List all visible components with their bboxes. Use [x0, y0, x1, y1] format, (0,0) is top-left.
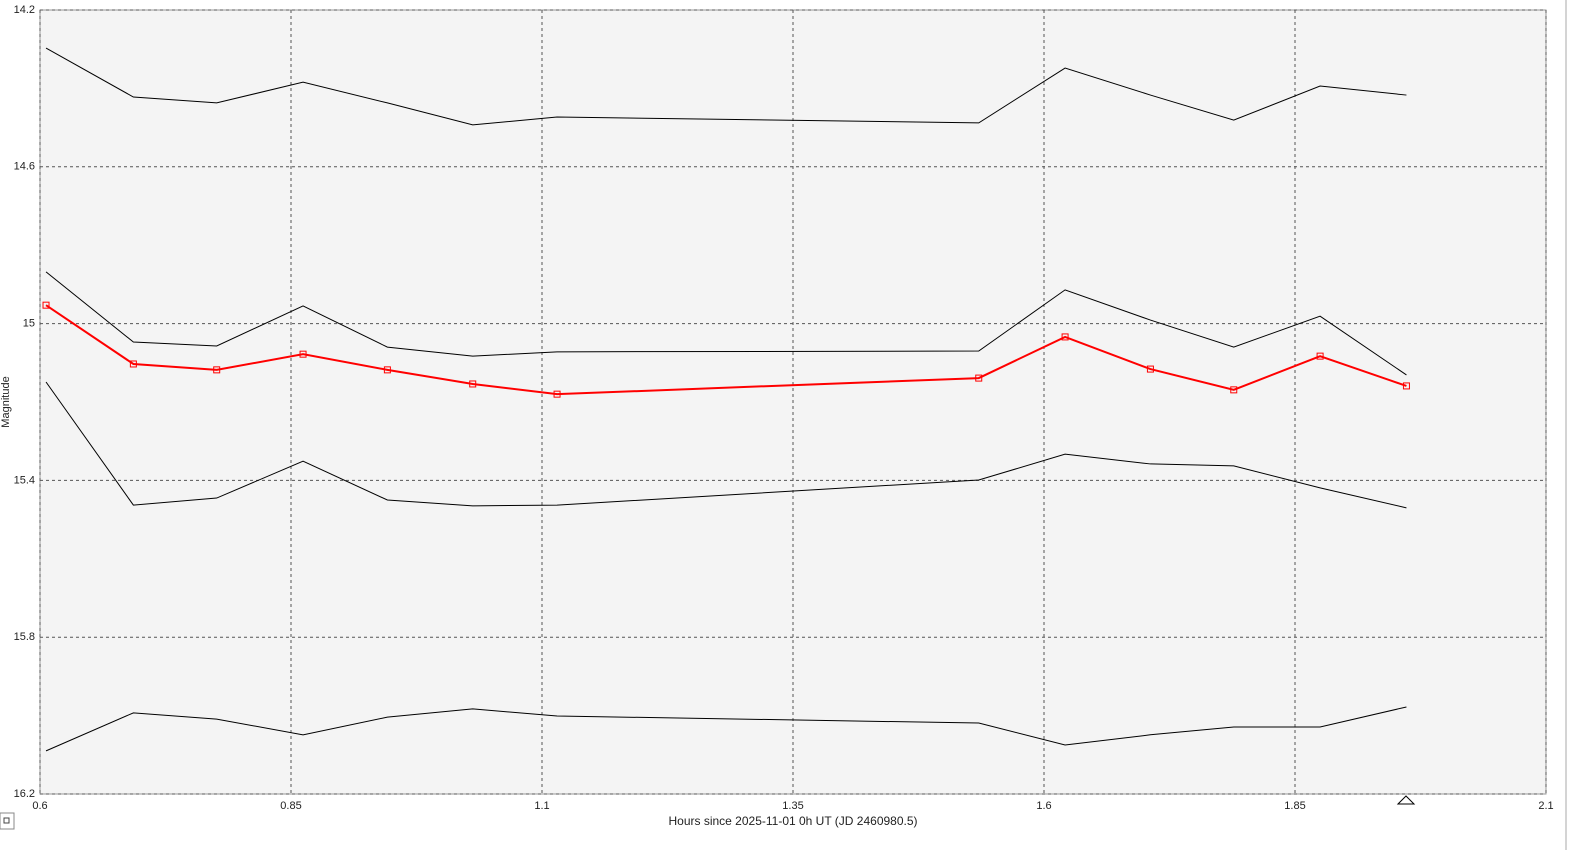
series-line: [45, 706, 1407, 752]
y-axis-label: Magnitude: [0, 376, 12, 427]
x-axis-label: Hours since 2025-11-01 0h UT (JD 2460980…: [668, 814, 917, 828]
data-point: [1146, 365, 1154, 373]
series-line: [45, 304, 1407, 396]
data-point: [129, 360, 137, 368]
x-tick-label: 1.85: [1284, 800, 1305, 812]
x-tick-label: 0.85: [280, 800, 301, 812]
data-point: [42, 301, 50, 309]
data-point: [1061, 333, 1069, 341]
y-tick-label: 15.8: [14, 631, 35, 643]
data-point: [1316, 352, 1324, 360]
y-tick-label: 14.2: [14, 4, 35, 16]
data-point: [469, 380, 477, 388]
y-tick-label: 15: [23, 318, 35, 330]
data-point: [975, 374, 983, 382]
x-tick-label: 0.6: [32, 800, 47, 812]
data-point: [213, 366, 221, 374]
data-point: [553, 390, 561, 398]
series-line: [45, 381, 1407, 509]
corner-icon: [3, 817, 10, 824]
series-line: [45, 271, 1407, 376]
series-line: [45, 47, 1407, 126]
data-point: [1230, 386, 1238, 394]
x-tick-label: 1.35: [782, 800, 803, 812]
x-tick-label: 1.1: [534, 800, 549, 812]
x-tick-label: 1.6: [1036, 800, 1051, 812]
y-tick-label: 15.4: [14, 474, 35, 486]
data-point: [1402, 382, 1410, 390]
corner-button[interactable]: [0, 812, 15, 830]
y-tick-label: 16.2: [14, 788, 35, 800]
data-point: [299, 350, 307, 358]
time-marker: [1396, 795, 1416, 805]
x-tick-label: 2.1: [1538, 800, 1553, 812]
y-tick-label: 14.6: [14, 161, 35, 173]
data-point: [383, 366, 391, 374]
